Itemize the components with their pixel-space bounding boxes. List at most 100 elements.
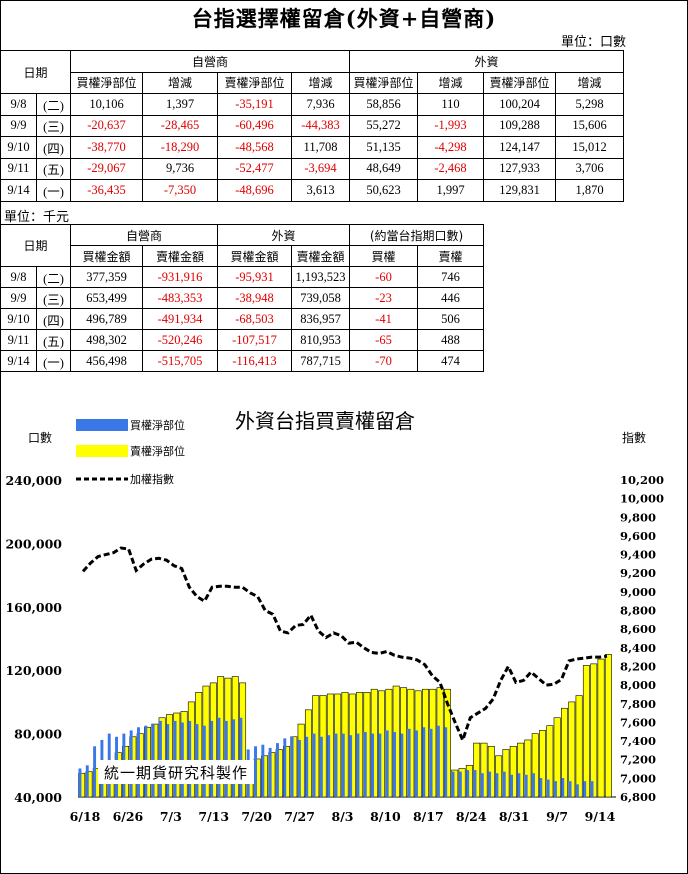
table-cell: 1,870: [555, 179, 624, 202]
right-tick-label: 7,600: [620, 715, 656, 729]
row-date: 9/9: [0, 114, 37, 137]
call-position-bar: [312, 733, 316, 797]
call-position-bar: [297, 739, 301, 797]
x-tick-label: 9/14: [585, 809, 616, 824]
call-position-bar: [85, 765, 89, 797]
table-cell: -116,413: [217, 350, 292, 372]
legend-label-call: 買權淨部位: [130, 418, 185, 432]
call-position-bar: [473, 770, 477, 797]
call-position-bar: [539, 777, 543, 797]
right-tick-label: 9,000: [620, 585, 656, 599]
legend-swatch-put: [76, 445, 128, 457]
table-cell: 15,012: [555, 136, 624, 159]
call-position-bar: [210, 720, 214, 797]
call-position-bar: [305, 736, 309, 797]
row-date: 9/14: [0, 179, 37, 202]
table-cell: -7,350: [142, 179, 218, 202]
call-position-bar: [488, 771, 492, 797]
column-header: 增減: [142, 71, 218, 94]
table-row: 9/10 (四) 496,789 -491,934 -68,503 836,957 -41 5…: [0, 308, 484, 330]
call-position-bar: [173, 720, 177, 797]
watermark-text: 統一期貨研究科製作: [104, 764, 248, 782]
column-header: 增減: [417, 71, 484, 94]
table-cell: -48,568: [217, 136, 292, 159]
right-tick-label: 8,600: [620, 622, 656, 636]
table-row: 9/8 (二) 10,106 1,397 -35,191 7,936 58,856 110 10…: [0, 93, 624, 116]
call-position-bar: [422, 727, 426, 797]
table-cell: -41: [349, 308, 418, 330]
right-tick-label: 7,200: [620, 753, 656, 767]
table-cell: 58,856: [349, 93, 418, 116]
row-weekday: (三): [36, 114, 71, 137]
table-row: 9/14 (一) -36,435 -7,350 -48,696 3,613 50,623 1,…: [0, 179, 624, 202]
column-header: 買權淨部位: [70, 71, 143, 94]
call-position-bar: [341, 733, 345, 797]
row-weekday: (四): [36, 136, 71, 159]
row-date: 9/10: [0, 308, 37, 330]
call-position-bar: [480, 773, 484, 797]
call-position-bar: [93, 746, 97, 797]
table-cell: -70: [349, 350, 418, 372]
dealer-group-header: 自營商: [70, 224, 218, 246]
column-header: 買權: [349, 245, 418, 267]
row-date: 9/11: [0, 157, 37, 180]
column-header: 買權金額: [217, 245, 292, 267]
x-tick-label: 7/13: [198, 809, 229, 824]
right-tick-label: 9,800: [620, 510, 656, 524]
call-position-bar: [444, 727, 448, 797]
table-cell: 653,499: [70, 287, 143, 309]
column-header: 賣權: [417, 245, 484, 267]
call-position-bar: [268, 747, 272, 797]
put-position-bar: [480, 742, 488, 798]
call-position-bar: [327, 735, 331, 797]
table-cell: -44,383: [291, 114, 350, 137]
call-position-bar: [429, 728, 433, 797]
row-date: 9/8: [0, 266, 37, 288]
call-position-bar: [334, 733, 338, 797]
call-position-bar: [583, 781, 587, 797]
put-position-bar: [546, 725, 554, 798]
dealer-group-header: 自營商: [70, 50, 350, 73]
column-header: 買權淨部位: [349, 71, 418, 94]
call-position-bar: [451, 771, 455, 797]
table-cell: 15,606: [555, 114, 624, 137]
call-position-bar: [517, 773, 521, 797]
call-position-bar: [524, 774, 528, 797]
call-position-bar: [495, 773, 499, 797]
table-row: 9/8 (二) 377,359 -931,916 -95,931 1,193,523 -60…: [0, 266, 484, 288]
right-tick-label: 9,600: [620, 529, 656, 543]
table-cell: 456,498: [70, 350, 143, 372]
call-position-bar: [224, 720, 228, 797]
date-header: 日期: [0, 224, 71, 267]
put-position-bar: [509, 745, 517, 798]
table-cell: -52,477: [217, 157, 292, 180]
x-tick-label: 8/10: [370, 809, 401, 824]
right-tick-label: 8,000: [620, 678, 656, 692]
unit-label-contracts: 單位：口數: [560, 35, 626, 50]
put-position-bar: [604, 654, 612, 798]
table-cell: -68,503: [217, 308, 292, 330]
call-position-bar: [239, 717, 243, 797]
column-header: 賣權淨部位: [483, 71, 556, 94]
table-cell: -4,298: [417, 136, 484, 159]
row-weekday: (五): [36, 157, 71, 180]
left-tick-label: 200,000: [5, 536, 62, 551]
row-weekday: (二): [36, 93, 71, 116]
table-cell: -20,637: [70, 114, 143, 137]
call-position-bar: [466, 770, 470, 797]
call-position-bar: [319, 736, 323, 797]
unit-label-thousand: 單位：千元: [4, 210, 70, 225]
x-tick-label: 7/20: [241, 809, 272, 824]
futures-equivalent-header: (約當台指期口數): [349, 224, 484, 246]
row-weekday: (二): [36, 266, 71, 288]
row-weekday: (四): [36, 308, 71, 330]
column-header: 賣權淨部位: [217, 71, 292, 94]
put-position-bar: [590, 663, 598, 798]
right-axis-label: 指數: [622, 430, 646, 445]
table-cell: -107,517: [217, 329, 292, 351]
table-cell: -65: [349, 329, 418, 351]
table-row: 9/11 (五) 498,302 -520,246 -107,517 810,953 -65…: [0, 329, 484, 351]
table-cell: 110: [417, 93, 484, 116]
right-tick-label: 6,800: [620, 790, 656, 804]
table-cell: -483,353: [142, 287, 218, 309]
